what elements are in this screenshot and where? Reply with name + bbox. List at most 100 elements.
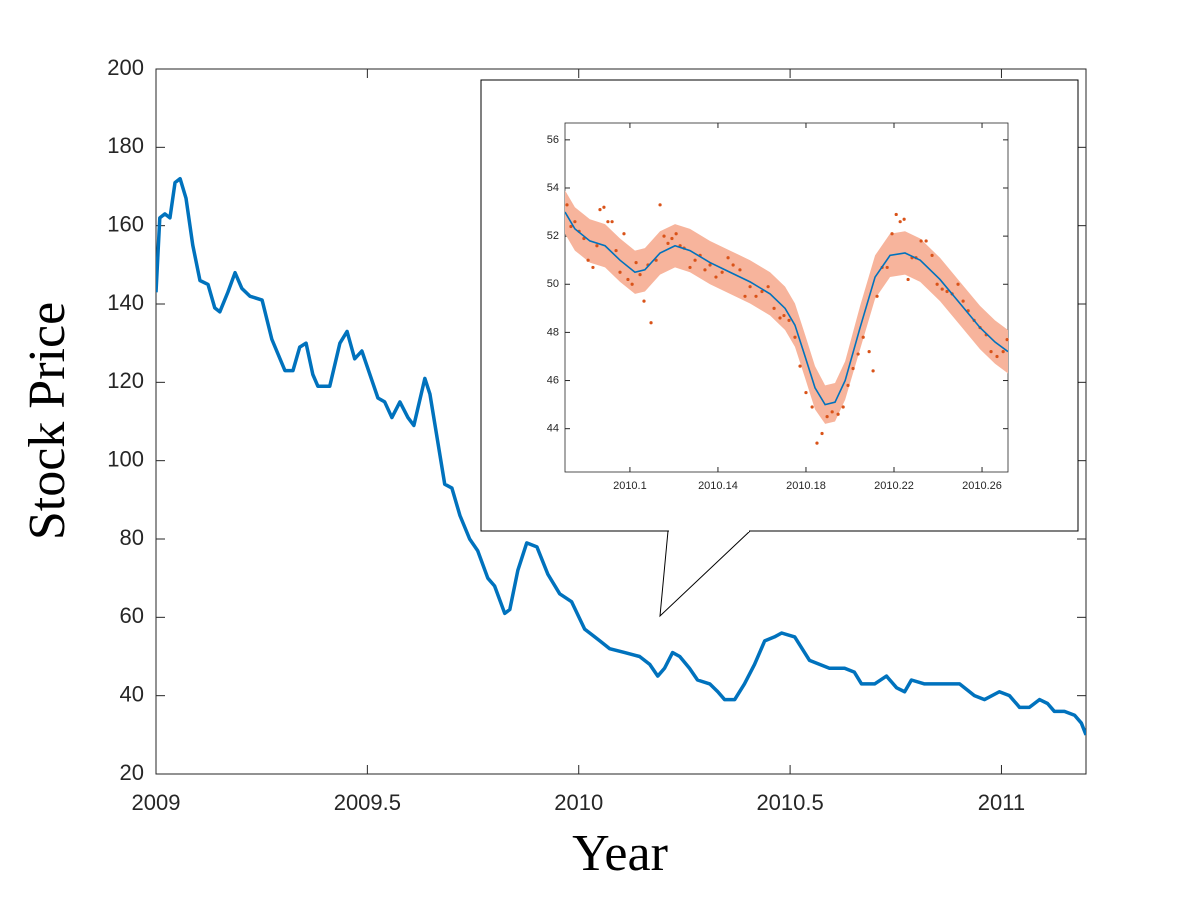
data-point — [693, 258, 697, 262]
data-point — [820, 431, 824, 436]
x-tick-label: 2010.26 — [962, 480, 1002, 492]
data-point — [930, 253, 934, 257]
data-point — [591, 265, 595, 270]
y-tick-label: 52 — [547, 230, 559, 242]
data-point — [586, 258, 590, 262]
x-tick-label: 2009.5 — [334, 790, 401, 815]
data-point — [825, 415, 829, 419]
data-point — [924, 239, 928, 243]
data-point — [1005, 338, 1009, 342]
data-point — [760, 289, 764, 294]
data-point — [902, 217, 906, 221]
data-point — [614, 248, 618, 253]
y-tick-label: 48 — [547, 326, 559, 338]
y-tick-label: 100 — [107, 446, 144, 471]
y-tick-label: 56 — [547, 134, 559, 146]
y-tick-label: 180 — [107, 133, 144, 158]
y-tick-label: 40 — [120, 681, 144, 706]
data-point — [731, 263, 735, 267]
y-tick-label: 20 — [120, 760, 144, 785]
data-point — [649, 321, 653, 325]
data-point — [940, 287, 944, 291]
y-tick-label: 140 — [107, 290, 144, 315]
x-tick-label: 2010 — [554, 790, 603, 815]
data-point — [714, 275, 718, 279]
x-axis-label: Year — [572, 825, 668, 882]
y-tick-label: 50 — [547, 278, 559, 290]
data-point — [634, 261, 638, 265]
confidence-band — [565, 190, 1008, 424]
y-tick-label: 54 — [547, 182, 559, 194]
data-point — [666, 241, 670, 245]
y-tick-label: 44 — [547, 423, 559, 435]
data-point — [875, 294, 879, 298]
data-point — [867, 350, 871, 354]
data-point — [841, 405, 845, 409]
data-point — [602, 205, 606, 209]
data-point — [622, 232, 626, 236]
data-point — [772, 306, 776, 310]
data-point — [919, 239, 923, 243]
x-tick-label: 2010.14 — [698, 480, 738, 492]
data-point — [995, 354, 999, 359]
data-point — [598, 208, 602, 212]
data-point — [890, 232, 894, 236]
y-axis-label: Stock Price — [19, 302, 76, 540]
data-point — [569, 224, 573, 229]
x-tick-label: 2011 — [978, 790, 1025, 815]
y-tick-label: 46 — [547, 374, 559, 386]
data-point — [610, 220, 614, 224]
inset-axes-box — [564, 122, 1009, 473]
y-tick-label: 200 — [107, 55, 144, 80]
data-point — [906, 277, 910, 282]
data-point — [989, 350, 993, 354]
data-point — [708, 263, 712, 267]
data-point — [793, 335, 797, 339]
data-point — [595, 244, 599, 248]
inset: 2010.1 2010.14 2010.18 2010.22 2010.26 44 46 48… — [480, 79, 1079, 618]
y-tick-label: 60 — [120, 603, 144, 628]
data-point — [670, 236, 674, 241]
data-point — [565, 203, 569, 207]
data-point — [830, 410, 834, 414]
fit-line — [565, 211, 1008, 406]
data-point — [1001, 350, 1005, 354]
data-point — [804, 390, 808, 395]
data-point — [726, 256, 730, 260]
data-point — [743, 294, 747, 298]
y-tick-label: 120 — [107, 368, 144, 393]
data-point — [815, 441, 819, 445]
y-tick-label: 160 — [107, 211, 144, 236]
data-point — [618, 270, 622, 274]
data-point — [956, 282, 960, 286]
data-point — [798, 364, 802, 368]
data-point — [851, 366, 855, 371]
data-point — [626, 277, 630, 282]
data-point — [642, 299, 646, 303]
data-point — [688, 265, 692, 270]
data-point — [945, 289, 949, 294]
data-point — [782, 313, 786, 318]
data-point — [658, 203, 662, 207]
data-point — [810, 405, 814, 409]
data-point — [894, 212, 898, 217]
data-point — [856, 352, 860, 356]
x-tick-label: 2010.1 — [613, 480, 647, 492]
data-point — [898, 220, 902, 224]
data-point — [703, 268, 707, 272]
data-point — [836, 412, 840, 416]
data-point — [630, 282, 634, 286]
x-tick-label: 2009 — [132, 790, 181, 815]
data-point — [778, 316, 782, 320]
data-point — [766, 285, 770, 289]
price-line — [156, 176, 1086, 736]
data-point — [861, 335, 865, 339]
data-point — [754, 294, 758, 298]
data-point — [885, 265, 889, 270]
data-point — [674, 232, 678, 236]
data-point — [606, 220, 610, 224]
data-point — [935, 282, 939, 286]
data-point — [787, 318, 791, 322]
x-tick-label: 2010.5 — [756, 790, 823, 815]
